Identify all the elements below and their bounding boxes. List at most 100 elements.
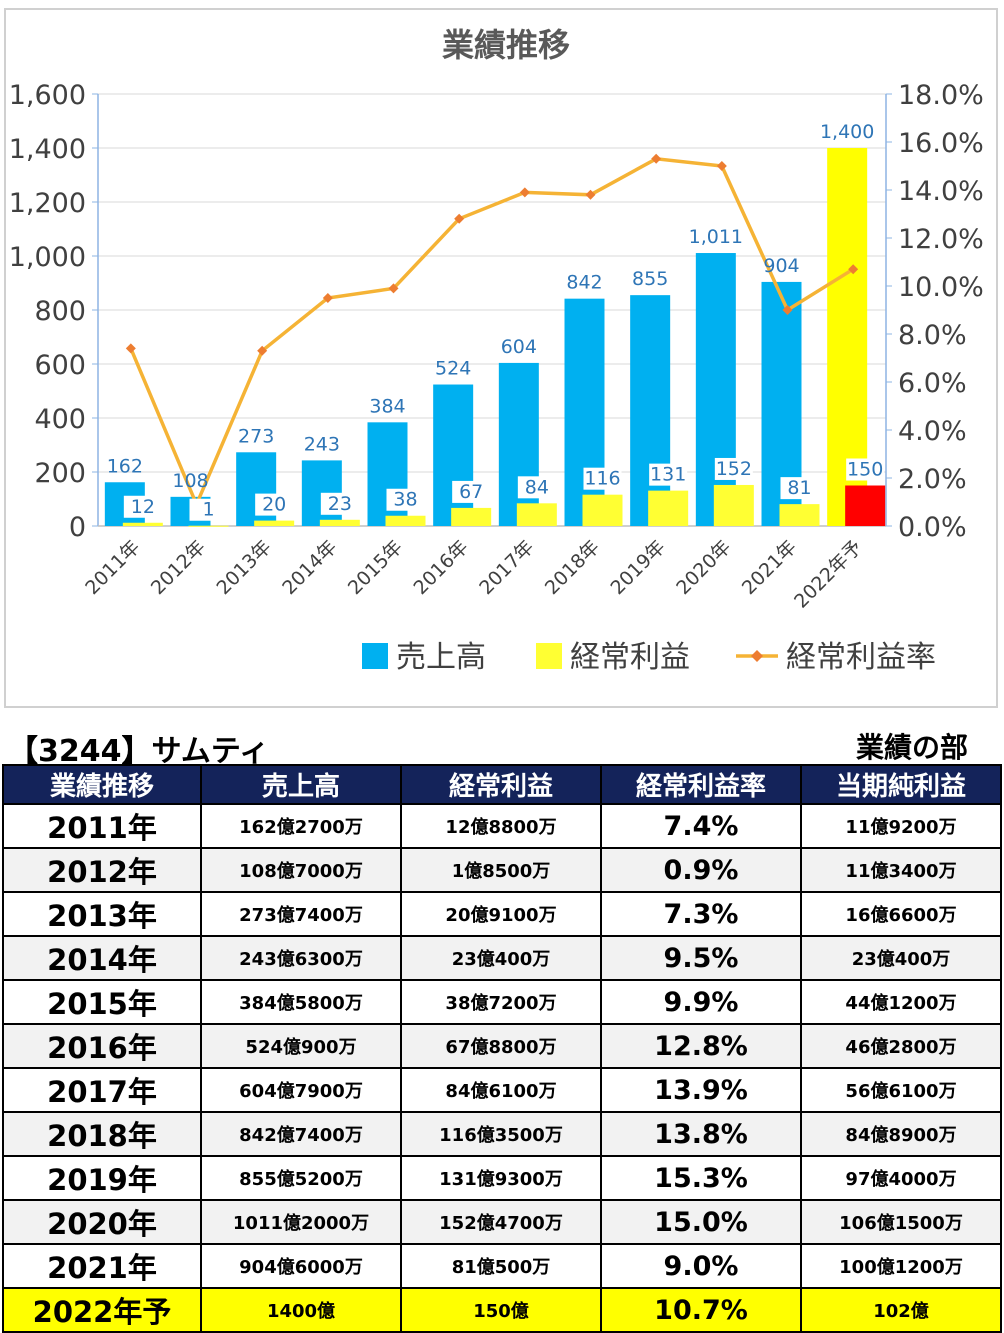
cell-profit-margin: 0.9%: [600, 847, 802, 893]
cell-year: 2013年: [2, 891, 202, 937]
cell-sales: 842億7400万: [200, 1111, 402, 1157]
right-axis-tick-label: 18.0%: [898, 80, 984, 111]
profit-margin-point: [388, 283, 399, 294]
left-axis-tick-label: 1,000: [9, 242, 86, 273]
profit-margin-point: [848, 264, 859, 275]
ordinary-profit-bar: [516, 503, 557, 526]
table-row: 2018年 842億7400万 116億3500万 13.8% 84億8900万: [2, 1111, 1002, 1157]
sales-data-label: 162: [107, 455, 143, 477]
cell-net-income: 84億8900万: [800, 1111, 1002, 1157]
company-caption: 【3244】サムティ: [8, 734, 270, 769]
table-row: 2012年 108億7000万 1億8500万 0.9% 11億3400万: [2, 847, 1002, 893]
table-row: 2017年 604億7900万 84億6100万 13.9% 56億6100万: [2, 1067, 1002, 1113]
ordinary-profit-bar: [713, 484, 754, 526]
cell-year: 2018年: [2, 1111, 202, 1157]
left-axis-tick-label: 1,200: [9, 188, 86, 219]
right-axis-tick-label: 2.0%: [898, 464, 967, 495]
legend-label-ordinary-profit: 経常利益: [570, 640, 690, 675]
right-axis-tick-label: 6.0%: [898, 368, 967, 399]
cell-ordinary-profit: 131億9300万: [400, 1155, 602, 1201]
sales-bar: [695, 253, 736, 526]
cell-ordinary-profit: 152億4700万: [400, 1199, 602, 1245]
profit-margin-point: [716, 161, 727, 171]
x-axis-category-label: 2019年: [607, 536, 670, 599]
cell-net-income: 102億: [800, 1287, 1002, 1333]
cell-ordinary-profit: 84億6100万: [400, 1067, 602, 1113]
cell-ordinary-profit: 1億8500万: [400, 847, 602, 893]
cell-net-income: 44億1200万: [800, 979, 1002, 1025]
chart-panel: 業績推移 0 200 400 600 800 1,000 1,200 1,400 1,600 0.0…: [4, 8, 998, 708]
sales-data-label: 855: [632, 268, 668, 290]
profit-margin-point: [585, 189, 596, 200]
ordinary-profit-data-label: 150: [847, 459, 883, 481]
cell-ordinary-profit: 67億8800万: [400, 1023, 602, 1069]
ordinary-profit-data-label: 20: [262, 494, 286, 516]
left-axis-tick-label: 200: [34, 458, 86, 489]
cell-year: 2012年: [2, 847, 202, 893]
profit-margin-point: [125, 343, 136, 354]
profit-margin-point: [782, 305, 793, 315]
sales-bar: [564, 298, 605, 526]
sales-bar: [433, 384, 474, 526]
chart-title: 業績推移: [442, 26, 570, 64]
x-axis-category-label: 2015年: [344, 536, 407, 599]
left-axis-tick-label: 0: [69, 512, 86, 543]
ordinary-profit-label-bg: [583, 467, 622, 490]
x-axis-category-label: 2018年: [541, 536, 604, 599]
header-period: 業績推移: [2, 764, 202, 805]
left-axis-tick-label: 1,400: [9, 134, 86, 165]
cell-net-income: 56億6100万: [800, 1067, 1002, 1113]
sales-data-label: 904: [763, 255, 799, 277]
sales-bar: [498, 362, 539, 526]
ordinary-profit-data-label: 23: [328, 493, 352, 515]
cell-net-income: 100億1200万: [800, 1243, 1002, 1289]
table-row: 2020年 1011億2000万 152億4700万 15.0% 106億1500万: [2, 1199, 1002, 1245]
right-axis-tick-label: 0.0%: [898, 512, 967, 543]
cell-year: 2022年予: [2, 1287, 202, 1333]
header-sales: 売上高: [200, 764, 402, 805]
ordinary-profit-data-label: 81: [787, 477, 811, 499]
cell-net-income: 97億4000万: [800, 1155, 1002, 1201]
left-axis-tick-label: 400: [34, 404, 86, 435]
profit-margin-point: [257, 345, 268, 356]
cell-ordinary-profit: 20億9100万: [400, 891, 602, 937]
header-net-income: 当期純利益: [800, 764, 1002, 805]
table-row: 2013年 273億7400万 20億9100万 7.3% 16億6600万: [2, 891, 1002, 937]
ordinary-profit-bar: [122, 522, 163, 526]
profit-margin-point: [322, 293, 333, 303]
ordinary-profit-bar: [845, 485, 886, 526]
cell-ordinary-profit: 23億400万: [400, 935, 602, 981]
x-axis-category-label: 2011年: [81, 536, 144, 599]
legend-label-profit-margin: 経常利益率: [786, 640, 936, 675]
cell-net-income: 23億400万: [800, 935, 1002, 981]
sales-data-label: 604: [501, 336, 537, 358]
ordinary-profit-label-bg: [189, 498, 228, 521]
cell-net-income: 106億1500万: [800, 1199, 1002, 1245]
cell-year: 2011年: [2, 803, 202, 849]
sales-data-label: 108: [172, 470, 208, 492]
x-axis-category-label: 2022年予: [790, 536, 867, 613]
table-body: 2011年 162億2700万 12億8800万 7.4% 11億9200万 2012年 1…: [2, 803, 1002, 1333]
x-axis-category-label: 2016年: [410, 536, 473, 599]
performance-table: 業績推移 売上高 経常利益 経常利益率 当期純利益 2011年 162億2700万…: [2, 764, 1002, 1333]
cell-profit-margin: 7.4%: [600, 803, 802, 849]
ordinary-profit-label-bg: [386, 488, 425, 511]
table-row: 2015年 384億5800万 38億7200万 9.9% 44億1200万: [2, 979, 1002, 1025]
ordinary-profit-bar: [648, 490, 689, 526]
ordinary-profit-label-bg: [255, 493, 294, 516]
cell-net-income: 11億3400万: [800, 847, 1002, 893]
cell-sales: 384億5800万: [200, 979, 402, 1025]
table-row: 2021年 904億6000万 81億500万 9.0% 100億1200万: [2, 1243, 1002, 1289]
ordinary-profit-data-label: 84: [525, 476, 549, 498]
right-axis-tick-label: 16.0%: [898, 128, 984, 159]
performance-chart: 業績推移 0 200 400 600 800 1,000 1,200 1,400 1,600 0.0…: [9, 26, 984, 675]
profit-margin-point: [519, 187, 530, 198]
right-axis-tick-label: 8.0%: [898, 320, 967, 351]
cell-sales: 604億7900万: [200, 1067, 402, 1113]
cell-year: 2017年: [2, 1067, 202, 1113]
ordinary-profit-data-label: 152: [716, 458, 752, 480]
profit-margin-line: [129, 157, 855, 509]
cell-sales: 162億2700万: [200, 803, 402, 849]
cell-sales: 1400億: [200, 1287, 402, 1333]
cell-year: 2014年: [2, 935, 202, 981]
